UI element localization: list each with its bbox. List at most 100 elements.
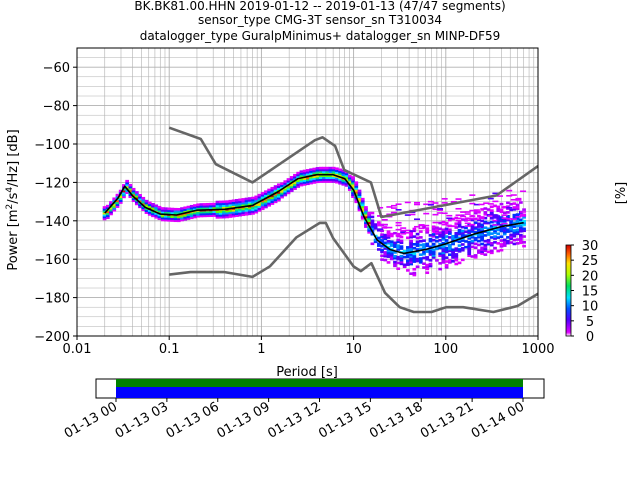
- heatmap-cell: [489, 209, 494, 212]
- heatmap-cell: [400, 227, 407, 229]
- heatmap-cell: [322, 172, 326, 176]
- heatmap-cell: [373, 225, 378, 228]
- heatmap-cell: [167, 217, 171, 220]
- heatmap-cell: [102, 206, 107, 209]
- heatmap-cell: [360, 209, 365, 212]
- heatmap-cell: [209, 212, 213, 216]
- x-tick-label: 10: [345, 342, 362, 357]
- heatmap-cell: [222, 210, 226, 213]
- heatmap-cell: [112, 203, 117, 206]
- heatmap-cell: [235, 198, 239, 202]
- heatmap-cell: [415, 232, 420, 236]
- heatmap-cell: [389, 257, 394, 261]
- heatmap-cell: [231, 214, 236, 218]
- heatmap-cell: [373, 227, 378, 230]
- heatmap-cell: [480, 236, 484, 240]
- heatmap-cell: [522, 235, 526, 238]
- heatmap-cell: [386, 230, 391, 234]
- heatmap-cell: [383, 254, 388, 258]
- heatmap-cell: [432, 221, 439, 224]
- heatmap-cell: [351, 183, 355, 187]
- heatmap-cell: [501, 222, 508, 225]
- heatmap-cell: [328, 174, 333, 178]
- heatmap-cell: [157, 217, 162, 221]
- heatmap-cell: [151, 210, 155, 214]
- heatmap-cell: [102, 215, 107, 219]
- y-tick-label: −180: [34, 292, 70, 307]
- heatmap-cell: [367, 227, 372, 230]
- heatmap-cell: [338, 174, 342, 177]
- heatmap-cell: [302, 183, 307, 186]
- heatmap-cell: [512, 233, 517, 236]
- heatmap-cell: [247, 197, 252, 200]
- heatmap-cell: [380, 233, 384, 236]
- heatmap-cell: [506, 239, 510, 243]
- heatmap-cell: [409, 260, 413, 264]
- heatmap-cell: [470, 218, 475, 222]
- heatmap-cell: [418, 239, 423, 243]
- heatmap-cell: [193, 204, 197, 207]
- heatmap-cell: [276, 196, 281, 200]
- heatmap-cell: [478, 216, 485, 218]
- heatmap-cell: [164, 209, 168, 212]
- heatmap-cell: [286, 189, 291, 193]
- heatmap-cell: [473, 236, 478, 240]
- heatmap-cell: [254, 207, 259, 210]
- heatmap-cell: [160, 216, 165, 220]
- heatmap-cell: [502, 221, 507, 224]
- heatmap-cell: [167, 211, 171, 214]
- heatmap-cell: [128, 183, 133, 187]
- heatmap-cell: [122, 191, 126, 195]
- heatmap-cell: [244, 201, 249, 205]
- heatmap-cell: [386, 251, 391, 255]
- heatmap-cell: [478, 217, 485, 220]
- heatmap-cell: [176, 215, 181, 219]
- heatmap-cell: [357, 191, 362, 195]
- heatmap-cell: [464, 217, 471, 220]
- heatmap-cell: [496, 205, 501, 209]
- heatmap-cell: [170, 215, 175, 219]
- heatmap-cell: [483, 249, 488, 253]
- heatmap-cell: [322, 176, 326, 179]
- heatmap-cell: [154, 214, 159, 217]
- heatmap-cell: [393, 260, 397, 264]
- heatmap-cell: [351, 191, 355, 195]
- heatmap-cell: [299, 170, 304, 173]
- heatmap-cell: [400, 233, 407, 235]
- heatmap-cell: [496, 242, 501, 245]
- heatmap-cell: [386, 226, 393, 229]
- heatmap-cell: [138, 205, 142, 209]
- heatmap-cell: [412, 252, 417, 256]
- heatmap-cell: [218, 214, 223, 217]
- heatmap-cell: [325, 172, 330, 176]
- heatmap-cell: [425, 263, 430, 267]
- heatmap-cell: [425, 231, 430, 234]
- heatmap-cell: [506, 205, 510, 208]
- x-tick-label: 1: [257, 342, 265, 357]
- heatmap-cell: [228, 211, 233, 214]
- heatmap-cell: [402, 255, 407, 259]
- heatmap-cell: [367, 221, 372, 225]
- heatmap-cell: [167, 219, 171, 222]
- heatmap-cell: [125, 191, 130, 195]
- heatmap-cell: [396, 246, 401, 249]
- colorbar-tick-label: 0: [586, 330, 594, 345]
- heatmap-cell: [109, 210, 113, 214]
- heatmap-cell: [318, 174, 323, 178]
- heatmap-cell: [293, 183, 297, 187]
- heatmap-cell: [522, 244, 526, 248]
- heatmap-cell: [257, 195, 262, 199]
- heatmap-cell: [441, 202, 448, 204]
- heatmap-cell: [386, 255, 391, 258]
- heatmap-cell: [451, 236, 455, 240]
- heatmap-cell: [306, 176, 310, 180]
- heatmap-cell: [302, 173, 307, 177]
- heatmap-cell: [367, 229, 372, 232]
- heatmap-cell: [492, 192, 499, 195]
- heatmap-cell: [251, 210, 255, 213]
- heatmap-cell: [499, 245, 504, 248]
- mean-psd-line: [104, 173, 524, 255]
- heatmap-cell: [502, 238, 507, 242]
- heatmap-cell: [312, 177, 317, 180]
- heatmap-cell: [427, 200, 434, 203]
